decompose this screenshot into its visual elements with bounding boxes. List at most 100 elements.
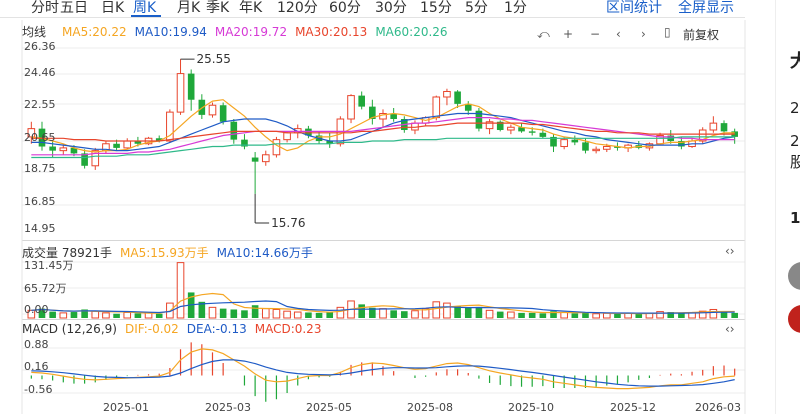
candle-body	[571, 139, 579, 143]
tab-wuri[interactable]: 五日	[60, 0, 88, 16]
volume-settings-icon[interactable]: ‹›	[725, 244, 735, 258]
candle-body	[602, 146, 611, 150]
y-tick-label: 18.75	[24, 162, 56, 175]
stock-name-fragment: 大	[790, 51, 800, 72]
macd-dea-line	[31, 359, 735, 387]
tab-120[interactable]: 120分	[277, 0, 318, 16]
y-tick-label: 26.36	[24, 40, 56, 53]
macd-tick-label: 0.16	[24, 360, 49, 373]
volume-bar	[123, 311, 132, 319]
tab-niank[interactable]: 年K	[239, 0, 263, 16]
side-label: 股	[790, 153, 800, 171]
tab-yuek[interactable]: 月K	[177, 0, 201, 16]
side-value: 1	[790, 209, 800, 227]
volume-bar	[379, 308, 387, 319]
volume-bar	[134, 313, 142, 318]
reset-icon[interactable]: ⤺	[537, 27, 550, 41]
legend-title: MACD (12,26,9)	[22, 322, 117, 336]
candle-body	[560, 139, 568, 148]
tab-15[interactable]: 15分	[420, 0, 452, 16]
legend-item: MA20:19.72	[214, 25, 288, 39]
range-stats-link[interactable]: 区间统计	[606, 0, 662, 16]
candle-body	[485, 121, 494, 130]
volume-bar	[518, 312, 525, 318]
quote-side-panel: 大 2 2 股 1	[775, 0, 800, 414]
candle-body	[443, 90, 451, 98]
legend-item: DIF:-0.02	[124, 322, 179, 336]
candle-body	[496, 121, 504, 131]
volume-bar	[155, 313, 163, 318]
volume-bar	[326, 312, 334, 318]
candle-body	[272, 139, 281, 156]
zoom-in-icon[interactable]: +	[563, 27, 574, 41]
scroll-left-icon[interactable]: ‹	[616, 27, 621, 41]
candle-body	[592, 148, 600, 152]
volume-bar	[454, 306, 461, 318]
tab-1[interactable]: 1分	[504, 0, 527, 16]
fit-icon[interactable]: ▯	[664, 25, 671, 39]
tab-rik[interactable]: 日K	[101, 0, 125, 16]
candle-body	[432, 96, 441, 119]
tab-5[interactable]: 5分	[465, 0, 488, 16]
x-tick-label: 2025-05	[306, 401, 352, 414]
candle-body	[261, 154, 270, 163]
zoom-out-icon[interactable]: −	[590, 27, 601, 41]
candle-body	[358, 95, 365, 107]
scroll-right-icon[interactable]: ›	[641, 27, 646, 41]
candle-body	[390, 113, 397, 120]
volume-bar	[614, 313, 621, 318]
y-tick-label: 14.95	[24, 222, 56, 235]
legend-item: MA30:20.13	[295, 25, 368, 39]
candle-body	[49, 146, 56, 151]
candle-body	[70, 147, 78, 154]
avatar[interactable]	[788, 305, 800, 333]
volume-bar	[698, 310, 707, 319]
volume-bar	[528, 312, 536, 318]
volume-bar	[582, 312, 589, 318]
candle-body	[369, 106, 376, 120]
candle-body	[582, 142, 589, 151]
volume-ma10-line	[31, 300, 735, 314]
avatar[interactable]	[788, 262, 800, 290]
candle-body	[326, 141, 334, 144]
volume-bar	[411, 310, 419, 319]
macd-legend: MACD (12,26,9) DIF:-0.02 DEA:-0.13 MACD:0.2…	[22, 322, 329, 336]
fullscreen-link[interactable]: 全屏显示	[678, 0, 734, 16]
tab-60[interactable]: 60分	[329, 0, 361, 16]
volume-bar	[443, 302, 451, 319]
candle-body	[123, 140, 132, 149]
candle-body	[678, 141, 685, 147]
x-tick-label: 2025-03	[205, 401, 251, 414]
candle-body	[475, 110, 483, 129]
x-tick-label: 2025-08	[407, 401, 453, 414]
tab-zhouk[interactable]: 周K	[133, 0, 157, 16]
tab-30[interactable]: 30分	[375, 0, 407, 16]
legend-title: 均线	[22, 25, 47, 39]
macd-settings-icon[interactable]: ‹›	[725, 322, 735, 336]
tab-jik[interactable]: 季K	[206, 0, 230, 16]
volume-bar	[230, 309, 238, 318]
macd-tick-label: 0.88	[24, 338, 49, 351]
volume-tick-label: 131.45万	[24, 259, 74, 272]
volume-bar	[550, 311, 557, 318]
volume-bar	[571, 313, 579, 318]
volume-legend: 成交量 78921手 MA5:15.93万手 MA10:14.66万手	[22, 244, 321, 261]
volume-bar	[70, 312, 78, 318]
candle-body	[528, 131, 536, 133]
ma-line-ma20	[31, 116, 735, 156]
volume-bar	[336, 306, 345, 319]
legend-item: DEA:-0.13	[186, 322, 247, 336]
adjust-toggle[interactable]: 前复权	[683, 28, 720, 42]
y-tick-label: 20.65	[24, 131, 56, 144]
volume-bar	[432, 301, 441, 319]
candle-body	[550, 136, 557, 147]
candle-body	[59, 147, 68, 152]
candle-body	[208, 104, 217, 116]
volume-bar	[401, 311, 408, 318]
volume-bar	[59, 312, 68, 319]
volume-bar	[539, 313, 547, 318]
legend-item: MA10:19.94	[134, 25, 207, 39]
candle-body	[347, 95, 355, 120]
tab-fenshi[interactable]: 分时	[31, 0, 59, 16]
